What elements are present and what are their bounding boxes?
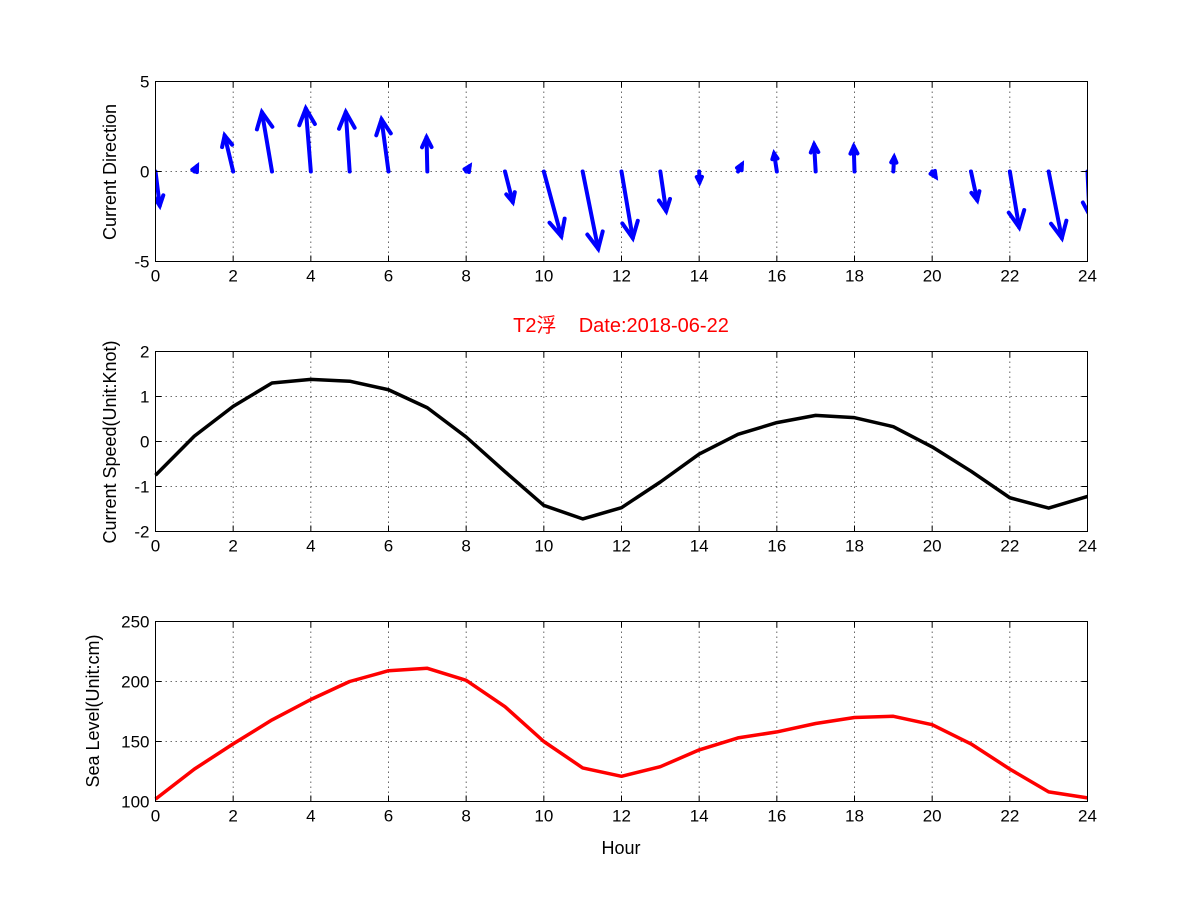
direction-x-tick-label: 24 bbox=[1078, 267, 1097, 286]
current-direction-arrow bbox=[374, 114, 393, 174]
chart-title: T2浮 Date:2018-06-22 bbox=[513, 314, 729, 337]
current-direction-arrow bbox=[735, 160, 745, 174]
sea-level-x-tick-label: 0 bbox=[151, 807, 160, 826]
direction-y-tick-label: 5 bbox=[140, 73, 149, 92]
sea-level-x-tick-label: 2 bbox=[228, 807, 237, 826]
direction-x-tick-label: 16 bbox=[767, 267, 786, 286]
current-direction-arrow bbox=[656, 169, 672, 216]
sea-level-y-tick-label: 150 bbox=[121, 733, 149, 752]
current-direction-arrow bbox=[1006, 169, 1027, 232]
current-direction-arrow bbox=[190, 161, 200, 175]
direction-y-tick-label: -5 bbox=[134, 253, 149, 272]
speed-y-tick-label: 2 bbox=[140, 343, 149, 362]
speed-y-tick-label: -1 bbox=[134, 478, 149, 497]
speed-x-tick-label: 8 bbox=[461, 537, 470, 556]
current-direction-arrow bbox=[580, 169, 605, 254]
speed-x-tick-label: 12 bbox=[612, 537, 631, 556]
sea-level-x-tick-label: 16 bbox=[767, 807, 786, 826]
current-direction-arrow bbox=[503, 169, 517, 207]
sea-level-x-tick-label: 14 bbox=[690, 807, 709, 826]
speed-x-tick-label: 14 bbox=[690, 537, 709, 556]
current-direction-arrow bbox=[541, 169, 567, 241]
speed-x-tick-label: 22 bbox=[1000, 537, 1019, 556]
speed-y-tick-label: 0 bbox=[140, 433, 149, 452]
direction-x-tick-label: 18 bbox=[845, 267, 864, 286]
sea-level-x-tick-label: 12 bbox=[612, 807, 631, 826]
current-direction-arrow bbox=[420, 132, 434, 174]
direction-x-tick-label: 10 bbox=[534, 267, 553, 286]
speed-x-tick-label: 0 bbox=[151, 537, 160, 556]
current-direction-arrow bbox=[808, 139, 821, 174]
direction-x-tick-label: 20 bbox=[923, 267, 942, 286]
sea-level-x-tick-label: 4 bbox=[306, 807, 315, 826]
sea-level-y-tick-label: 200 bbox=[121, 673, 149, 692]
current-direction-arrow bbox=[1046, 169, 1069, 243]
current-direction-arrow bbox=[770, 148, 780, 174]
speed-x-tick-label: 4 bbox=[306, 537, 315, 556]
speed-y-tick-label: 1 bbox=[140, 388, 149, 407]
sea-level-x-tick-label: 20 bbox=[923, 807, 942, 826]
sea-level-x-tick-label: 10 bbox=[534, 807, 553, 826]
sea-level-series-line bbox=[154, 666, 1088, 801]
speed-y-tick-label: -2 bbox=[134, 523, 149, 542]
current-direction-arrow bbox=[297, 103, 317, 174]
speed-x-tick-label: 16 bbox=[767, 537, 786, 556]
current-direction-arrow bbox=[889, 152, 899, 174]
sea-level-x-tick-label: 18 bbox=[845, 807, 864, 826]
current-direction-arrow bbox=[694, 169, 704, 187]
current-direction-y-axis-label: Current Direction bbox=[100, 104, 120, 240]
direction-x-tick-label: 4 bbox=[306, 267, 315, 286]
current-speed-y-axis-label: Current Speed(Unit:Knot) bbox=[100, 340, 120, 543]
current-direction-arrow bbox=[969, 169, 982, 205]
current-direction-arrow bbox=[254, 107, 275, 174]
speed-series-line bbox=[154, 377, 1089, 521]
direction-x-tick-label: 0 bbox=[151, 267, 160, 286]
sea-level-x-tick-label: 22 bbox=[1000, 807, 1019, 826]
current-direction-arrow bbox=[220, 131, 236, 174]
current-direction-arrow bbox=[928, 168, 939, 181]
speed-x-tick-label: 2 bbox=[228, 537, 237, 556]
sea-level-x-tick-label: 24 bbox=[1078, 807, 1097, 826]
current-direction-arrow bbox=[337, 107, 357, 174]
direction-x-tick-label: 8 bbox=[461, 267, 470, 286]
current-direction-panel: 0 2 4 6 8 10 12 14 16 18 20 22 24-505 Current Direct… bbox=[100, 73, 1097, 286]
current-direction-arrow bbox=[619, 169, 640, 243]
direction-x-tick-label: 14 bbox=[690, 267, 709, 286]
direction-x-tick-label: 12 bbox=[612, 267, 631, 286]
current-direction-arrow bbox=[848, 141, 860, 174]
sea-level-x-axis-label: Hour bbox=[601, 838, 640, 858]
direction-y-tick-label: 0 bbox=[140, 163, 149, 182]
current-direction-arrow bbox=[462, 162, 473, 175]
sea-level-x-tick-label: 8 bbox=[461, 807, 470, 826]
speed-x-tick-label: 20 bbox=[923, 537, 942, 556]
direction-x-tick-label: 22 bbox=[1000, 267, 1019, 286]
speed-x-tick-label: 6 bbox=[384, 537, 393, 556]
sea-level-y-tick-label: 250 bbox=[121, 613, 149, 632]
speed-x-tick-label: 24 bbox=[1078, 537, 1097, 556]
sea-level-y-tick-label: 100 bbox=[121, 793, 149, 812]
sea-level-x-tick-label: 6 bbox=[384, 807, 393, 826]
current-direction-arrow bbox=[1080, 169, 1088, 216]
sea-level-y-axis-label: Sea Level(Unit:cm) bbox=[83, 634, 103, 787]
speed-x-tick-label: 18 bbox=[845, 537, 864, 556]
direction-x-tick-label: 2 bbox=[228, 267, 237, 286]
speed-x-tick-label: 10 bbox=[534, 537, 553, 556]
current-speed-panel: T2浮 Date:2018-06-22 0 2 4 6 8 10 12 14 16 18 20 22 2… bbox=[100, 314, 1097, 556]
direction-x-tick-label: 6 bbox=[384, 267, 393, 286]
